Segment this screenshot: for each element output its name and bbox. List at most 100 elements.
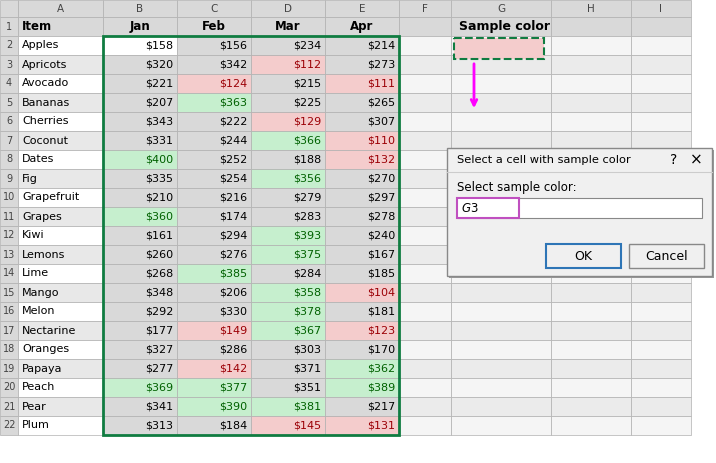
Text: $278: $278 xyxy=(367,212,395,221)
Bar xyxy=(631,36,691,55)
Bar xyxy=(18,188,103,207)
Bar xyxy=(0,226,18,245)
Bar xyxy=(551,112,631,131)
Text: $129: $129 xyxy=(293,117,321,126)
Bar xyxy=(451,169,551,188)
Bar xyxy=(631,17,691,36)
Bar xyxy=(325,226,399,245)
Bar xyxy=(551,169,631,188)
Bar xyxy=(177,150,251,169)
Bar xyxy=(631,340,691,359)
Bar xyxy=(631,397,691,416)
Text: $112: $112 xyxy=(293,60,321,69)
Text: $185: $185 xyxy=(367,269,395,279)
Bar xyxy=(399,207,451,226)
Text: $174: $174 xyxy=(219,212,247,221)
Text: $273: $273 xyxy=(367,60,395,69)
Bar xyxy=(18,264,103,283)
Bar xyxy=(399,397,451,416)
Text: $254: $254 xyxy=(219,174,247,183)
Text: 1: 1 xyxy=(6,21,12,31)
Text: 22: 22 xyxy=(3,420,15,431)
Text: $188: $188 xyxy=(293,155,321,164)
Text: $284: $284 xyxy=(293,269,321,279)
Text: $110: $110 xyxy=(367,136,395,145)
Text: 7: 7 xyxy=(6,136,12,145)
Bar xyxy=(0,245,18,264)
Bar xyxy=(399,302,451,321)
Bar xyxy=(0,55,18,74)
Bar xyxy=(399,340,451,359)
Bar xyxy=(0,283,18,302)
Bar xyxy=(0,340,18,359)
Bar xyxy=(18,340,103,359)
Bar xyxy=(631,302,691,321)
Bar xyxy=(177,283,251,302)
Bar xyxy=(551,0,631,17)
Text: 17: 17 xyxy=(3,325,15,336)
Bar xyxy=(631,93,691,112)
Text: Select sample color:: Select sample color: xyxy=(457,181,576,194)
Bar xyxy=(325,302,399,321)
Bar xyxy=(251,17,325,36)
Bar xyxy=(103,397,177,416)
Text: Grapefruit: Grapefruit xyxy=(22,193,79,202)
Text: $362: $362 xyxy=(367,363,395,374)
Bar xyxy=(457,198,519,218)
Bar xyxy=(0,150,18,169)
Bar xyxy=(18,226,103,245)
Text: $181: $181 xyxy=(367,307,395,317)
Bar xyxy=(251,112,325,131)
Bar xyxy=(103,264,177,283)
Text: 8: 8 xyxy=(6,155,12,164)
Bar xyxy=(325,74,399,93)
Bar xyxy=(451,0,551,17)
Bar xyxy=(325,169,399,188)
Text: $G$3: $G$3 xyxy=(461,201,478,214)
Bar xyxy=(451,207,551,226)
Text: $358: $358 xyxy=(293,288,321,298)
Bar xyxy=(177,302,251,321)
Text: Peach: Peach xyxy=(22,382,55,393)
Bar xyxy=(18,112,103,131)
Text: $277: $277 xyxy=(145,363,173,374)
Bar xyxy=(0,0,18,17)
Text: $342: $342 xyxy=(219,60,247,69)
Bar xyxy=(551,36,631,55)
Text: $375: $375 xyxy=(293,250,321,259)
Bar xyxy=(18,207,103,226)
Bar xyxy=(551,264,631,283)
Bar xyxy=(631,378,691,397)
Bar xyxy=(631,55,691,74)
Bar xyxy=(325,264,399,283)
Bar xyxy=(551,207,631,226)
Bar xyxy=(631,264,691,283)
Bar xyxy=(451,150,551,169)
Bar xyxy=(18,36,103,55)
Text: $177: $177 xyxy=(145,325,173,336)
Bar xyxy=(325,188,399,207)
Bar xyxy=(251,226,325,245)
Bar xyxy=(103,283,177,302)
Bar xyxy=(18,321,103,340)
Bar xyxy=(457,198,702,218)
Bar xyxy=(0,169,18,188)
Text: Lime: Lime xyxy=(22,269,49,279)
Text: $158: $158 xyxy=(145,40,173,50)
Bar xyxy=(177,74,251,93)
Text: $170: $170 xyxy=(367,344,395,355)
Text: $244: $244 xyxy=(218,136,247,145)
Bar xyxy=(0,397,18,416)
Text: $381: $381 xyxy=(293,401,321,412)
Bar xyxy=(451,245,551,264)
Text: Cancel: Cancel xyxy=(645,250,688,263)
Bar xyxy=(251,93,325,112)
Bar xyxy=(177,36,251,55)
Text: $360: $360 xyxy=(145,212,173,221)
Bar xyxy=(103,36,399,435)
Bar xyxy=(251,169,325,188)
Text: 5: 5 xyxy=(6,98,12,107)
Text: $303: $303 xyxy=(293,344,321,355)
Bar xyxy=(177,169,251,188)
Bar xyxy=(399,188,451,207)
